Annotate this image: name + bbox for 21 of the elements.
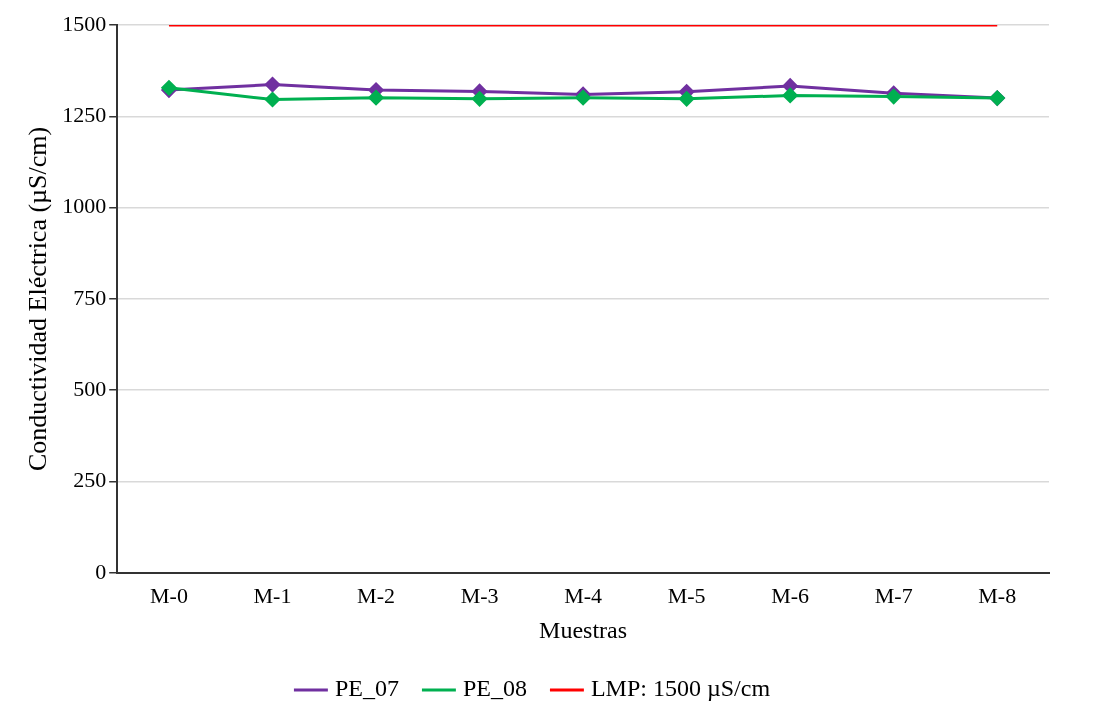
x-tick-label: M-2 [357, 582, 395, 608]
y-tick-label: 1250 [62, 102, 107, 128]
x-axis-title: Muestras [539, 616, 628, 643]
x-tick-label: M-3 [460, 582, 499, 608]
legend-label: PE_07 [334, 675, 399, 702]
y-tick-label: 1500 [62, 10, 107, 36]
y-tick-label: 250 [73, 467, 107, 493]
x-tick-label: M-6 [771, 582, 810, 608]
x-tick-label: M-5 [667, 582, 706, 608]
y-axis-title: Conductividad Eléctrica (µS/cm) [23, 126, 53, 472]
y-tick-label: 750 [73, 284, 107, 310]
x-tick-label: M-1 [253, 582, 292, 608]
x-tick-label: M-0 [150, 582, 188, 608]
x-tick-label: M-4 [564, 582, 603, 608]
y-tick-label: 1000 [62, 193, 107, 219]
y-tick-label: 500 [73, 375, 107, 401]
legend-label: LMP: 1500 µS/cm [590, 675, 771, 702]
legend-label: PE_08 [462, 675, 527, 702]
y-tick-label: 0 [95, 558, 107, 584]
x-tick-label: M-8 [978, 582, 1017, 608]
x-tick-label: M-7 [874, 582, 913, 608]
